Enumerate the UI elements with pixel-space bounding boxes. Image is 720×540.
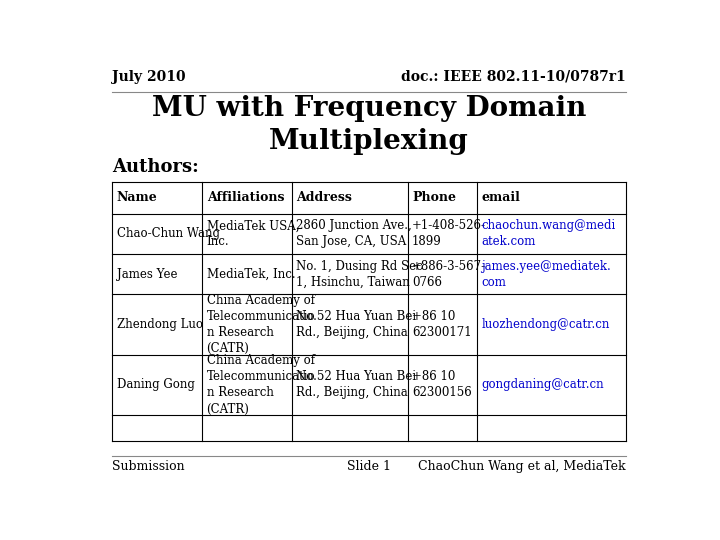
Text: Zhendong Luo: Zhendong Luo (117, 318, 203, 331)
Text: No. 1, Dusing Rd Sec
1, Hsinchu, Taiwan: No. 1, Dusing Rd Sec 1, Hsinchu, Taiwan (297, 260, 423, 289)
Text: James Yee: James Yee (117, 268, 177, 281)
Text: Affiliations: Affiliations (207, 191, 284, 204)
Text: +886-3-567-
0766: +886-3-567- 0766 (412, 260, 486, 289)
Text: gongdaning@catr.cn: gongdaning@catr.cn (481, 379, 604, 392)
Text: 2860 Junction Ave.,
San Jose, CA, USA: 2860 Junction Ave., San Jose, CA, USA (297, 219, 413, 248)
Text: ChaoChun Wang et al, MediaTek: ChaoChun Wang et al, MediaTek (418, 460, 626, 472)
Text: MU with Frequency Domain
Multiplexing: MU with Frequency Domain Multiplexing (152, 95, 586, 155)
Text: +86 10
62300156: +86 10 62300156 (412, 370, 472, 400)
Text: email: email (481, 191, 520, 204)
Text: doc.: IEEE 802.11-10/0787r1: doc.: IEEE 802.11-10/0787r1 (401, 70, 626, 84)
Text: Chao-Chun Wang: Chao-Chun Wang (117, 227, 220, 240)
Text: Submission: Submission (112, 460, 185, 472)
Text: July 2010: July 2010 (112, 70, 186, 84)
Text: China Academy of
Telecommunicatio
n Research
(CATR): China Academy of Telecommunicatio n Rese… (207, 354, 315, 415)
Text: Address: Address (297, 191, 352, 204)
Text: MediaTek, Inc.: MediaTek, Inc. (207, 268, 295, 281)
Text: james.yee@mediatek.
com: james.yee@mediatek. com (481, 260, 611, 289)
Text: China Academy of
Telecommunicatio
n Research
(CATR): China Academy of Telecommunicatio n Rese… (207, 294, 315, 355)
Text: Name: Name (117, 191, 158, 204)
Text: chaochun.wang@medi
atek.com: chaochun.wang@medi atek.com (481, 219, 616, 248)
Text: No.52 Hua Yuan Bei
Rd., Beijing, China: No.52 Hua Yuan Bei Rd., Beijing, China (297, 310, 417, 339)
Text: Slide 1: Slide 1 (347, 460, 391, 472)
Text: luozhendong@catr.cn: luozhendong@catr.cn (481, 318, 610, 331)
Text: Authors:: Authors: (112, 158, 199, 176)
Text: MediaTek USA,
Inc.: MediaTek USA, Inc. (207, 219, 299, 248)
Text: +86 10
62300171: +86 10 62300171 (412, 310, 472, 339)
Text: Phone: Phone (412, 191, 456, 204)
Text: Daning Gong: Daning Gong (117, 379, 194, 392)
Text: No.52 Hua Yuan Bei
Rd., Beijing, China: No.52 Hua Yuan Bei Rd., Beijing, China (297, 370, 417, 400)
Text: +1-408-526-
1899: +1-408-526- 1899 (412, 219, 486, 248)
